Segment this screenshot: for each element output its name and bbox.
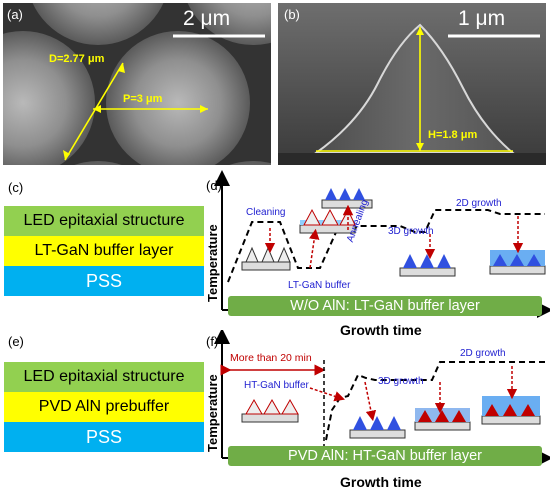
note-2d-growth: 2D growth — [460, 348, 506, 359]
y-axis-label-d: Temperature — [205, 224, 220, 302]
scale-bar-label-a: 2 μm — [183, 7, 231, 30]
x-axis-label-d: Growth time — [340, 322, 422, 338]
substrate-sketch — [481, 396, 541, 425]
note-more-than-20-min: More than 20 min — [230, 352, 312, 364]
substrate-sketch — [241, 246, 291, 271]
process-bar-d: W/O AlN: LT-GaN buffer layer — [228, 296, 542, 316]
diameter-label: D=2.77 μm — [49, 53, 105, 65]
scale-bar-label-b: 1 μm — [458, 7, 506, 30]
sem-domes-graphic — [3, 3, 271, 165]
layer-pss: PSS — [4, 422, 204, 452]
substrate-sketch — [321, 188, 373, 209]
note-ht-gan-buffer: HT-GaN buffer — [244, 380, 309, 391]
substrate-sketch — [241, 398, 299, 423]
panel-label-c: (c) — [8, 180, 24, 195]
panel-label-b: (b) — [284, 7, 300, 22]
note-3d-growth: 3D growth — [378, 376, 424, 387]
process-bar-f: PVD AlN: HT-GaN buffer layer — [228, 446, 542, 466]
layer-led-epitaxial: LED epitaxial structure — [4, 362, 204, 392]
layer-lt-gan-buffer: LT-GaN buffer layer — [4, 236, 204, 266]
layer-led-epitaxial: LED epitaxial structure — [4, 206, 204, 236]
y-axis-label-f: Temperature — [205, 374, 220, 452]
substrate-sketch — [299, 208, 356, 234]
layer-pvd-aln-prebuffer: PVD AlN prebuffer — [4, 392, 204, 422]
substrate-sketch — [349, 416, 406, 439]
note-lt-gan-buffer: LT-GaN buffer — [288, 280, 351, 291]
period-label: P=3 μm — [123, 93, 163, 105]
note-cleaning: Cleaning — [246, 207, 286, 218]
note-3d-growth: 3D growth — [388, 226, 434, 237]
height-label: H=1.8 μm — [428, 129, 478, 141]
substrate-sketch — [489, 250, 546, 275]
substrate-sketch — [414, 408, 471, 431]
sem-image-cross-section: (b) 1 μm H=1.8 μm — [278, 3, 546, 165]
panel-label-e: (e) — [8, 334, 24, 349]
sem-cone-graphic — [278, 3, 546, 165]
substrate-sketch — [399, 254, 456, 277]
x-axis-label-f: Growth time — [340, 474, 422, 490]
sem-image-top-view: (a) 2 μm D=2.77 μm P=3 μm — [3, 3, 271, 165]
panel-label-a: (a) — [7, 7, 23, 22]
layer-pss: PSS — [4, 266, 204, 296]
note-2d-growth: 2D growth — [456, 198, 502, 209]
